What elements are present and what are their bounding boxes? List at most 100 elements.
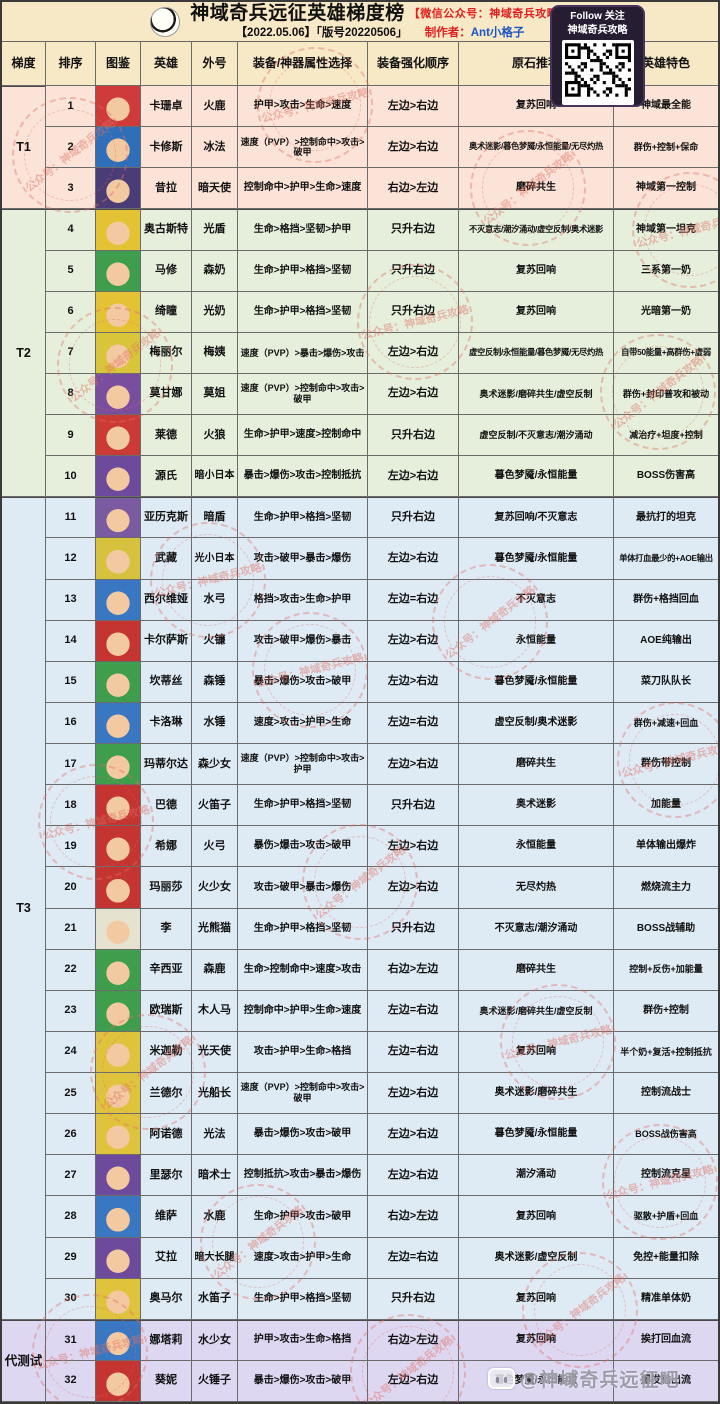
hero-nickname: 火少女 [192,867,238,909]
hero-portrait[interactable] [96,579,141,621]
rank-cell: 4 [46,209,96,251]
hero-feature: 挨打回血流 [614,1319,718,1361]
hero-avatar-icon [96,415,140,456]
hero-portrait[interactable] [96,620,141,662]
date-version: 【2022.05.06】「版号20220506」 [235,27,408,40]
gem-recommendation: 奥术迷影/磨碎共生 [459,1073,614,1115]
hero-feature: 最抗打的坦克 [614,497,718,539]
hero-portrait[interactable] [96,1031,141,1073]
hero-portrait[interactable] [96,744,141,786]
column-header-3: 图鉴 [96,42,141,86]
hero-name: 葵妮 [141,1360,192,1402]
hero-name: 梅丽尔 [141,332,192,374]
hero-avatar-icon [96,990,140,1031]
stat-priority: 生命>护甲>格挡>坚韧 [238,908,368,950]
hero-avatar-icon [96,1237,140,1278]
hero-nickname: 光法 [192,1114,238,1156]
gem-recommendation: 复苏回响 [459,250,614,292]
stat-priority: 控制命中>护甲>生命>速度 [238,168,368,210]
hero-feature: 精准单体奶 [614,1278,718,1320]
hero-name: 昔拉 [141,168,192,210]
rank-cell: 18 [46,785,96,827]
enhance-order: 左边=右边 [368,702,459,744]
hero-portrait[interactable] [96,826,141,868]
hero-portrait[interactable] [96,1237,141,1279]
hero-portrait[interactable] [96,250,141,292]
hero-nickname: 火笛子 [192,785,238,827]
hero-portrait[interactable] [96,949,141,991]
enhance-order: 左边>右边 [368,661,459,703]
gem-recommendation: 暮色梦魇/永恒能量 [459,1360,614,1402]
gem-recommendation: 奥术迷影 [459,785,614,827]
hero-portrait[interactable] [96,908,141,950]
enhance-order: 左边>右边 [368,867,459,909]
hero-name: 西尔维娅 [141,579,192,621]
hero-portrait[interactable] [96,497,141,539]
hero-portrait[interactable] [96,1155,141,1197]
hero-portrait[interactable] [96,127,141,169]
rank-cell: 14 [46,620,96,662]
enhance-order: 只升右边 [368,291,459,333]
stat-priority: 生命>控制命中>速度>攻击 [238,949,368,991]
gem-recommendation: 复苏回响 [459,291,614,333]
hero-portrait[interactable] [96,415,141,457]
enhance-order: 左边>右边 [368,1114,459,1156]
hero-nickname: 水鹿 [192,1196,238,1238]
rank-cell: 17 [46,744,96,786]
hero-portrait[interactable] [96,291,141,333]
enhance-order: 左边=右边 [368,579,459,621]
rank-cell: 1 [46,86,96,128]
hero-portrait[interactable] [96,1360,141,1402]
hero-nickname: 梅姨 [192,332,238,374]
hero-portrait[interactable] [96,168,141,210]
hero-portrait[interactable] [96,1196,141,1238]
hero-feature: BOSS战辅助 [614,908,718,950]
hero-portrait[interactable] [96,661,141,703]
hero-portrait[interactable] [96,867,141,909]
rank-cell: 32 [46,1360,96,1402]
hero-feature: 群伤+封印普攻和被动 [614,373,718,415]
hero-avatar-icon [96,867,140,908]
hero-portrait[interactable] [96,86,141,128]
hero-avatar-icon [96,702,140,743]
enhance-order: 右边>左边 [368,1319,459,1361]
hero-portrait[interactable] [96,785,141,827]
rank-cell: 31 [46,1319,96,1361]
follow-qr-card[interactable]: Follow 关注 神域奇兵攻略 [550,5,645,107]
hero-portrait[interactable] [96,990,141,1032]
column-header-7: 装备强化顺序 [368,42,459,86]
hero-nickname: 暗天使 [192,168,238,210]
hero-avatar-icon [96,538,140,579]
hero-name: 绮瞳 [141,291,192,333]
hero-name: 卡珊卓 [141,86,192,128]
hero-portrait[interactable] [96,1073,141,1115]
stat-priority: 护甲>攻击>生命>格挡 [238,1319,368,1361]
hero-portrait[interactable] [96,332,141,374]
brand-logo-icon [150,6,181,37]
hero-portrait[interactable] [96,373,141,415]
tier-label-代测试: 代测试 [2,1319,46,1402]
hero-avatar-icon [96,1155,140,1196]
hero-portrait[interactable] [96,1278,141,1320]
hero-feature: 群伤+控制+保命 [614,127,718,169]
rank-cell: 23 [46,990,96,1032]
hero-portrait[interactable] [96,702,141,744]
hero-feature: 减治疗+坦度+控制 [614,415,718,457]
hero-avatar-icon [96,826,140,867]
hero-name: 卡尔萨斯 [141,620,192,662]
hero-portrait[interactable] [96,209,141,251]
tier-label-T3: T3 [2,497,46,1320]
hero-avatar-icon [96,127,140,168]
hero-name: 娜塔莉 [141,1319,192,1361]
hero-nickname: 森鹿 [192,949,238,991]
hero-portrait[interactable] [96,538,141,580]
hero-nickname: 木人马 [192,990,238,1032]
hero-portrait[interactable] [96,1319,141,1361]
page-title-line: 神域奇兵远征英雄梯度榜 【微信公众号：神域奇兵攻略】 [190,2,570,26]
column-header-5: 外号 [192,42,238,86]
hero-name: 辛西亚 [141,949,192,991]
hero-portrait[interactable] [96,1114,141,1156]
stat-priority: 生命>护甲>格挡>坚韧 [238,291,368,333]
enhance-order: 左边>右边 [368,86,459,128]
hero-portrait[interactable] [96,456,141,498]
